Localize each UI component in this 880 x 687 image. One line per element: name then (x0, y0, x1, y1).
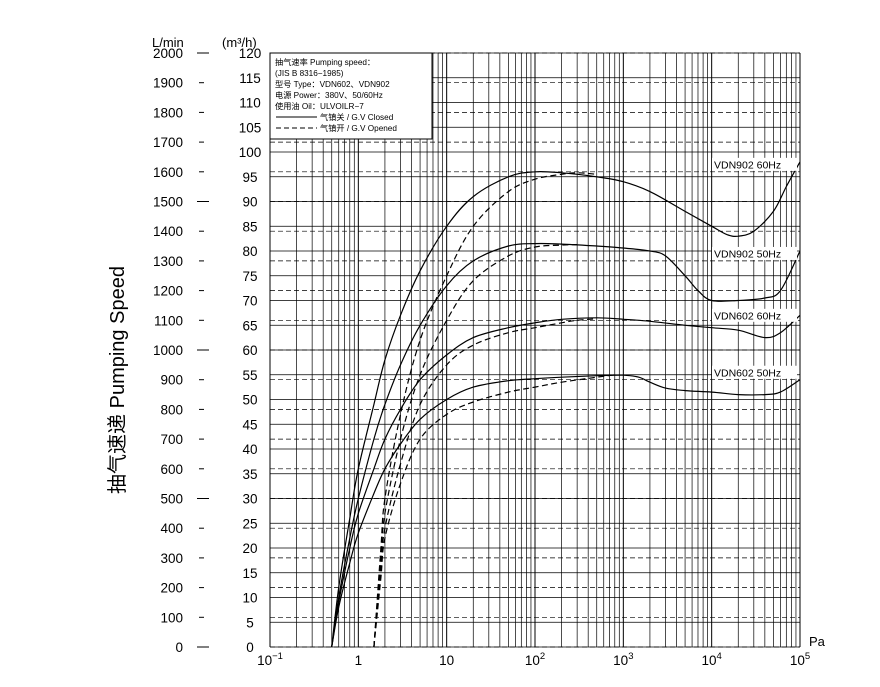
y-tick-m3h: 90 (242, 195, 257, 210)
y-tick-m3h: 85 (242, 219, 257, 234)
y-tick-m3h: 45 (242, 417, 257, 432)
series-line-dashed (373, 374, 615, 648)
y-tick-lmin: 600 (160, 462, 183, 477)
legend-box (269, 52, 433, 140)
y-tick-lmin: 1900 (153, 76, 183, 91)
y-tick-m3h: 25 (242, 516, 257, 531)
y-tick-lmin: 200 (160, 581, 183, 596)
y-tick-m3h: 50 (242, 393, 257, 408)
x-tick-label: 102 (525, 651, 545, 668)
y-tick-m3h: 95 (242, 170, 257, 185)
legend-opened-label: 气镇开 / G.V Opened (320, 123, 397, 133)
series-label: VDN602 50Hz (714, 367, 781, 379)
legend-closed-label: 气镇关 / G.V Closed (320, 112, 394, 122)
series-line-solid (331, 314, 801, 648)
legend-line-3: 型号 Type：VDN602、VDN902 (275, 80, 390, 89)
y-tick-lmin: 500 (160, 492, 183, 507)
y-tick-lmin: 1500 (153, 195, 183, 210)
y-tick-lmin: 400 (160, 521, 183, 536)
y-tick-m3h: 115 (239, 71, 261, 86)
series-label-bg (712, 308, 797, 322)
x-tick-label: 103 (613, 651, 633, 668)
y-tick-m3h: 35 (242, 467, 257, 482)
y-tick-lmin: 1000 (153, 343, 183, 358)
y-tick-m3h: 100 (239, 145, 262, 160)
y-tick-m3h: 120 (239, 46, 262, 61)
y-tick-labels: 0 5 10 15 20 25 30 35 40 45 50 55 60 65 70 75 80 85 90 95 10… (153, 46, 261, 655)
y-tick-lmin: 2000 (153, 46, 183, 61)
y-tick-lmin: 300 (160, 551, 183, 566)
y-tick-lmin: 1600 (153, 165, 183, 180)
y-tick-lmin: 700 (160, 432, 183, 447)
legend-line-4: 电源 Power：380V、50/60Hz (275, 90, 383, 100)
x-tick-label: 105 (790, 651, 810, 668)
y-tick-m3h: 5 (246, 615, 254, 630)
legend: 抽气速率 Pumping speed： (JIS B 8316−1985) 型号… (269, 52, 433, 140)
y-tick-m3h: 75 (242, 269, 257, 284)
series-label-bg (712, 365, 797, 379)
y-tick-lmin: 1300 (153, 254, 183, 269)
y-tick-m3h: 65 (242, 318, 257, 333)
y-tick-m3h: 10 (242, 591, 257, 606)
x-tick-label: 104 (702, 651, 722, 668)
y-tick-lmin: 800 (160, 402, 183, 417)
legend-line-2: (JIS B 8316−1985) (275, 69, 344, 78)
y-tick-lmin: 900 (160, 373, 183, 388)
y-tick-m3h: 60 (242, 343, 257, 358)
y-axis-label: 抽气速递 Pumping Speed (106, 266, 129, 494)
series-labels: VDN902 60Hz VDN902 50Hz VDN602 60Hz VDN602 … (712, 157, 797, 379)
legend-line-5: 使用油 Oil：ULVOILR−7 (275, 101, 364, 111)
y-tick-m3h: 55 (242, 368, 257, 383)
grid (269, 52, 801, 648)
y-unit-right: (m³/h) (222, 35, 257, 50)
series-line-solid (331, 374, 801, 648)
x-tick-labels: 10−1 1 10 102 103 104 105 (257, 651, 810, 668)
y-tick-lmin: 1700 (153, 135, 183, 150)
x-unit: Pa (809, 634, 826, 649)
y-tick-lmin: 1800 (153, 105, 183, 120)
series-line-dashed (373, 172, 597, 648)
x-tick-label: 10−1 (257, 651, 283, 668)
curves (331, 161, 801, 648)
x-tick-label: 10 (439, 653, 454, 668)
y-tick-lmin: 1400 (153, 224, 183, 239)
series-label-bg (712, 246, 797, 260)
series-label: VDN902 60Hz (714, 159, 781, 171)
y-tick-m3h: 105 (239, 120, 262, 135)
y-tick-m3h: 20 (242, 541, 257, 556)
series-line-solid (331, 242, 801, 648)
y-tick-m3h: 70 (242, 294, 257, 309)
y-tick-m3h: 80 (242, 244, 257, 259)
y-tick-lmin: 1200 (153, 284, 183, 299)
y-tick-m3h: 30 (242, 492, 257, 507)
series-label: VDN602 60Hz (714, 310, 781, 322)
y-tick-lmin: 0 (175, 640, 183, 655)
x-tick-label: 1 (355, 653, 363, 668)
series-line-dashed (373, 244, 578, 648)
series-line-dashed (373, 318, 597, 648)
series-label-bg (712, 157, 797, 171)
y-tick-m3h: 15 (242, 566, 257, 581)
y-tick-m3h: 0 (246, 640, 254, 655)
series-line-solid (331, 161, 801, 648)
y-tick-m3h: 110 (239, 96, 261, 111)
y-tick-m3h: 40 (242, 442, 257, 457)
legend-line-1: 抽气速率 Pumping speed： (275, 57, 375, 67)
y-tick-lmin: 100 (160, 610, 183, 625)
y-tick-lmin: 1100 (154, 313, 183, 328)
y-unit-left: L/min (152, 35, 184, 50)
series-label: VDN902 50Hz (714, 248, 781, 260)
